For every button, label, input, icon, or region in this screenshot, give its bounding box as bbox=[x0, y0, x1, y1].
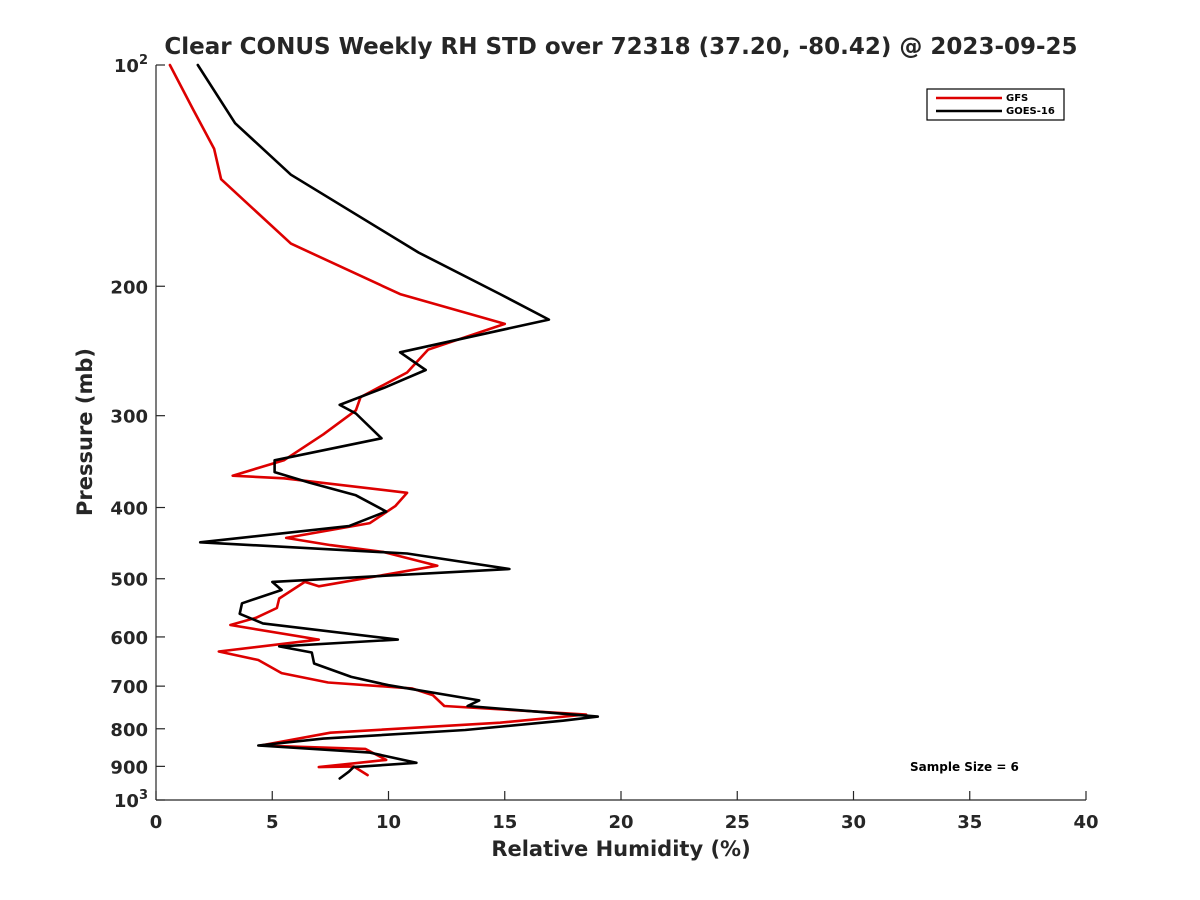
series-layer bbox=[168, 63, 600, 780]
x-tick-label: 25 bbox=[725, 812, 750, 833]
y-tick-base: 300 bbox=[110, 407, 148, 428]
y-tick-base: 800 bbox=[110, 720, 148, 741]
y-tick-label: 400 bbox=[110, 499, 148, 520]
y-tick-exponent: 3 bbox=[139, 788, 148, 803]
chart-title: Clear CONUS Weekly RH STD over 72318 (37… bbox=[164, 34, 1077, 60]
y-tick-base: 600 bbox=[110, 628, 148, 649]
y-tick-base: 900 bbox=[110, 757, 148, 778]
x-tick-label: 10 bbox=[376, 812, 401, 833]
series-line-gfs bbox=[168, 63, 588, 777]
x-tick-label: 5 bbox=[266, 812, 279, 833]
y-tick-base: 400 bbox=[110, 499, 148, 520]
x-tick-label: 20 bbox=[608, 812, 633, 833]
y-tick-base: 500 bbox=[110, 570, 148, 591]
x-ticks: 0 5 10 15 20 25 30 35 40 bbox=[150, 791, 1099, 833]
series-line-goes-16 bbox=[196, 63, 600, 780]
y-tick-label: 103 bbox=[114, 788, 148, 812]
x-tick-label: 30 bbox=[841, 812, 866, 833]
y-tick-label: 300 bbox=[110, 407, 148, 428]
y-tick-label: 800 bbox=[110, 720, 148, 741]
y-tick-label: 600 bbox=[110, 628, 148, 649]
y-tick-label: 102 bbox=[114, 53, 148, 77]
legend: GFS GOES-16 bbox=[926, 88, 1065, 121]
y-tick-base: 700 bbox=[110, 677, 148, 698]
legend-label-goes16: GOES-16 bbox=[1006, 106, 1055, 117]
x-tick-label: 0 bbox=[150, 812, 163, 833]
y-tick-base: 10 bbox=[114, 56, 139, 77]
sample-size-annotation: Sample Size = 6 bbox=[910, 760, 1019, 774]
y-tick-base: 200 bbox=[110, 277, 148, 298]
axes: 0 5 10 15 20 25 30 35 40 10220030040050060070080… bbox=[110, 53, 1098, 833]
legend-box bbox=[926, 88, 1065, 121]
x-tick-label: 40 bbox=[1073, 812, 1098, 833]
y-axis-label: Pressure (mb) bbox=[73, 348, 97, 516]
x-tick-label: 35 bbox=[957, 812, 982, 833]
y-tick-label: 900 bbox=[110, 757, 148, 778]
x-axis-label: Relative Humidity (%) bbox=[491, 837, 750, 861]
x-tick-label: 15 bbox=[492, 812, 517, 833]
legend-label-gfs: GFS bbox=[1006, 93, 1028, 104]
y-tick-base: 10 bbox=[114, 791, 139, 812]
y-tick-label: 500 bbox=[110, 570, 148, 591]
y-tick-label: 200 bbox=[110, 277, 148, 298]
y-tick-exponent: 2 bbox=[139, 53, 148, 68]
y-tick-label: 700 bbox=[110, 677, 148, 698]
